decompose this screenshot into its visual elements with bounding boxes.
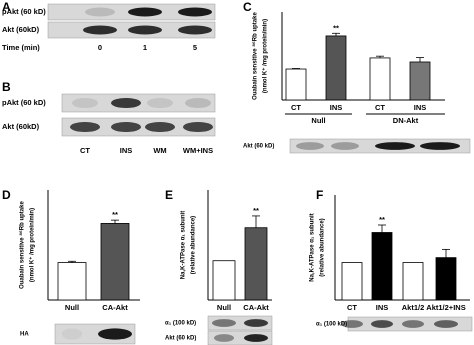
x-tick-label: Null: [217, 303, 231, 312]
x-tick-label: CA-Akt: [243, 303, 269, 312]
blot-label: pAkt (60 kD): [2, 7, 46, 16]
bar: [371, 232, 393, 301]
band: [70, 121, 100, 133]
band: [83, 25, 117, 35]
bar: [100, 223, 130, 301]
significance: **: [112, 210, 118, 219]
panel-label: D: [2, 188, 11, 202]
bar: [435, 257, 457, 301]
panel-label: F: [316, 188, 323, 202]
band: [178, 7, 212, 17]
x-tick-label: Akt1/2+INS: [426, 303, 465, 312]
panel-label: B: [2, 80, 11, 94]
band: [128, 7, 162, 17]
x-tick-label: INS: [330, 103, 343, 112]
band: [331, 142, 359, 150]
lane-label: WM+INS: [183, 146, 213, 155]
bar: [212, 260, 236, 301]
y-axis-label: (relative abundance): [320, 218, 326, 276]
bar: [402, 262, 424, 301]
group-label: Null: [311, 116, 325, 125]
y-axis-label: (nmol K⁺ /mg protein/min): [262, 19, 269, 93]
lane-label: 0: [98, 43, 102, 52]
band: [371, 320, 393, 328]
band: [244, 334, 268, 342]
axis-label: Time (min): [2, 43, 40, 52]
panel-label: A: [2, 0, 11, 14]
y-axis-label: Na,K-ATPase α₁ subunit: [181, 211, 187, 279]
blot-label: Akt (60kD): [2, 25, 40, 34]
band: [375, 142, 415, 150]
blot-label: Akt (60kD): [2, 122, 40, 131]
blot-label: HA: [20, 332, 29, 338]
band: [244, 319, 268, 327]
x-tick-label: INS: [376, 303, 389, 312]
band: [185, 97, 211, 109]
y-axis-label: Ouabain sensitive ⁸⁶Rb uptake: [20, 201, 26, 289]
lane-label: INS: [120, 146, 133, 155]
lane-label: 1: [143, 43, 147, 52]
x-tick-label: Akt1/2: [402, 303, 425, 312]
band: [341, 320, 363, 328]
blot-label: Akt (60 kD): [243, 144, 274, 150]
band: [128, 25, 162, 35]
band: [214, 334, 234, 342]
band: [111, 121, 141, 133]
band: [183, 121, 213, 133]
y-axis-label: (nmol K⁺ /mg protein/min): [29, 208, 36, 282]
y-axis-label: (relative abundance): [191, 216, 197, 274]
blot-label: α₁ (100 kD): [165, 321, 196, 327]
x-tick-label: CT: [347, 303, 357, 312]
bar: [369, 57, 391, 101]
blot-label: α₁ (100 kD): [316, 322, 347, 328]
band: [296, 142, 324, 150]
band: [111, 97, 141, 109]
panel-label: E: [165, 188, 173, 202]
significance: **: [253, 206, 259, 215]
x-tick-label: CT: [375, 103, 385, 112]
band: [98, 328, 132, 340]
bar: [285, 68, 307, 101]
blot-label: pAkt (60 kD): [2, 98, 46, 107]
bar: [341, 262, 363, 301]
band: [85, 7, 115, 17]
band: [212, 319, 236, 327]
x-tick-label: CA-Akt: [102, 303, 128, 312]
bar: [244, 227, 268, 301]
band: [147, 97, 173, 109]
band: [178, 25, 212, 35]
band: [434, 320, 458, 328]
y-axis-label: Na,K-ATPase α₁ subunit: [310, 213, 316, 281]
lane-label: WM: [153, 146, 166, 155]
x-tick-label: Null: [65, 303, 79, 312]
band: [402, 320, 424, 328]
bar: [57, 262, 87, 301]
blot-label: Akt (60 kD): [165, 336, 196, 342]
panel-label: C: [243, 0, 252, 14]
significance: **: [379, 215, 385, 224]
band: [72, 97, 98, 109]
bar: [409, 61, 431, 101]
band: [420, 142, 460, 150]
y-axis-label: Ouabain sensitive ⁸⁶Rb uptake: [253, 12, 259, 100]
band: [62, 328, 82, 340]
lane-label: 5: [193, 43, 197, 52]
bar: [325, 35, 347, 101]
x-tick-label: INS: [414, 103, 427, 112]
group-label: DN-Akt: [393, 116, 419, 125]
band: [145, 121, 175, 133]
x-tick-label: CT: [291, 103, 301, 112]
significance: **: [333, 23, 339, 32]
lane-label: CT: [80, 146, 90, 155]
